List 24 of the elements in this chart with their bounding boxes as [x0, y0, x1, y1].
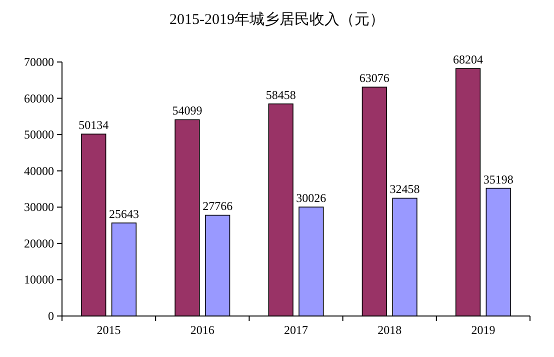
y-tick-label: 50000 — [24, 128, 54, 142]
data-label: 27766 — [202, 199, 233, 214]
x-tick-label: 2015 — [96, 323, 121, 337]
data-label: 32458 — [390, 182, 420, 196]
data-label: 58458 — [266, 88, 296, 102]
y-tick-label: 40000 — [24, 164, 54, 178]
y-tick-label: 20000 — [24, 236, 54, 250]
y-tick-label: 30000 — [24, 200, 54, 214]
y-tick-label: 10000 — [24, 272, 54, 287]
data-label: 25643 — [108, 206, 139, 221]
x-tick-label: 2017 — [284, 323, 308, 337]
data-label: 54099 — [172, 104, 202, 118]
data-label: 35198 — [483, 172, 514, 186]
data-label: 68204 — [453, 52, 484, 67]
x-tick-label: 2018 — [378, 323, 402, 337]
x-tick-label: 2016 — [190, 323, 214, 337]
data-label: 50134 — [78, 118, 109, 132]
y-tick-label: 0 — [48, 309, 54, 323]
x-tick-label: 2019 — [471, 323, 496, 337]
data-label: 30026 — [296, 191, 326, 206]
chart-title: 2015-2019年城乡居民收入（元） — [170, 11, 384, 28]
data-label: 63076 — [359, 71, 390, 86]
y-tick-label: 70000 — [24, 55, 54, 69]
y-tick-label: 60000 — [24, 91, 54, 106]
